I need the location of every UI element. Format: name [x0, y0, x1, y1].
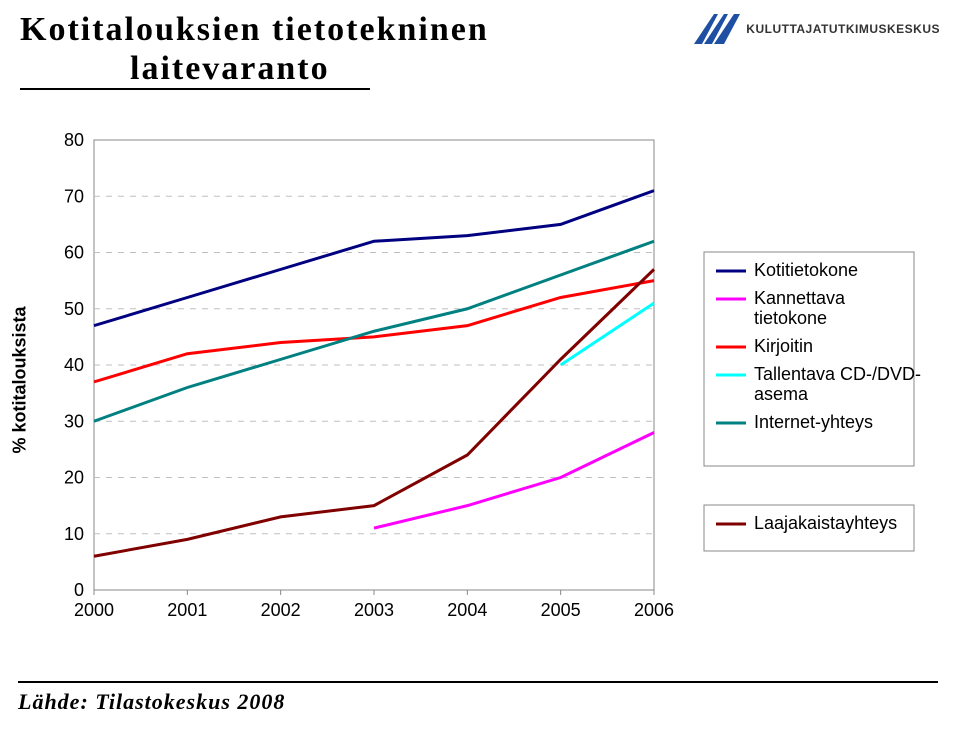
- svg-text:tietokone: tietokone: [754, 308, 827, 328]
- svg-text:Tallentava CD-/DVD-: Tallentava CD-/DVD-: [754, 364, 921, 384]
- svg-text:asema: asema: [754, 384, 809, 404]
- svg-text:Internet-yhteys: Internet-yhteys: [754, 412, 873, 432]
- svg-text:70: 70: [64, 186, 84, 206]
- logo: KULUTTAJATUTKIMUSKESKUS: [694, 14, 940, 44]
- svg-text:80: 80: [64, 130, 84, 150]
- title-line-2: laitevaranto: [20, 49, 370, 90]
- svg-text:2004: 2004: [447, 600, 487, 620]
- logo-text: KULUTTAJATUTKIMUSKESKUS: [746, 22, 940, 36]
- svg-text:20: 20: [64, 468, 84, 488]
- svg-text:2002: 2002: [261, 600, 301, 620]
- page-title: Kotitalouksien tietotekninen laitevarant…: [20, 10, 489, 90]
- svg-text:50: 50: [64, 299, 84, 319]
- svg-text:2000: 2000: [74, 600, 114, 620]
- svg-text:2006: 2006: [634, 600, 674, 620]
- line-chart: 0 10 20 30 40 50 60 70 80 2000 2001 2002 2003 2004 200…: [34, 120, 924, 640]
- svg-text:0: 0: [74, 580, 84, 600]
- svg-text:Kannettava: Kannettava: [754, 288, 846, 308]
- y-axis-label: % kotitalouksista: [10, 306, 31, 453]
- svg-text:30: 30: [64, 411, 84, 431]
- page: Kotitalouksien tietotekninen laitevarant…: [0, 0, 960, 731]
- header: Kotitalouksien tietotekninen laitevarant…: [0, 0, 960, 90]
- svg-text:40: 40: [64, 355, 84, 375]
- svg-text:2005: 2005: [541, 600, 581, 620]
- chart-container: % kotitalouksista 0102030405060708020002…: [34, 120, 924, 640]
- svg-text:10: 10: [64, 524, 84, 544]
- svg-text:2003: 2003: [354, 600, 394, 620]
- svg-text:Kotitietokone: Kotitietokone: [754, 260, 858, 280]
- logo-icon: [694, 14, 740, 44]
- source-text: Lähde: Tilastokeskus 2008: [18, 681, 938, 715]
- svg-text:60: 60: [64, 243, 84, 263]
- svg-text:2001: 2001: [167, 600, 207, 620]
- title-line-1: Kotitalouksien tietotekninen: [20, 10, 489, 49]
- svg-text:Laajakaistayhteys: Laajakaistayhteys: [754, 513, 897, 533]
- svg-text:Kirjoitin: Kirjoitin: [754, 336, 813, 356]
